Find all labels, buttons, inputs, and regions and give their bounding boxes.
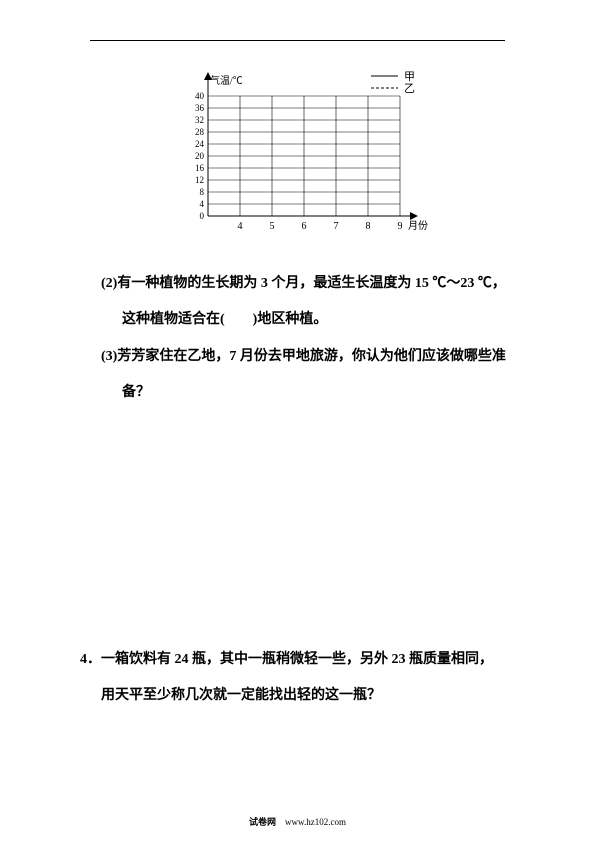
svg-text:8: 8 — [365, 221, 370, 232]
page-footer: 试卷网 www.hz102.com — [0, 815, 595, 828]
svg-text:12: 12 — [195, 175, 204, 185]
footer-url: www.hz102.com — [285, 817, 346, 827]
x-axis-arrow — [410, 212, 418, 220]
q4-line2: 用天平至少称几次就一定能找出轻的这一瓶？ — [80, 678, 515, 714]
temperature-chart: 甲 乙 气温/℃ — [168, 66, 428, 236]
q4-line1: 4．一箱饮料有 24 瓶，其中一瓶稍微轻一些，另外 23 瓶质量相同， — [80, 642, 515, 678]
axes — [204, 72, 418, 220]
svg-text:4: 4 — [199, 199, 204, 209]
svg-text:20: 20 — [195, 151, 205, 161]
y-axis-label: 气温/℃ — [210, 74, 243, 87]
legend-label-b: 乙 — [404, 82, 415, 95]
svg-text:7: 7 — [333, 221, 338, 232]
q3-line2: 备？ — [80, 375, 515, 411]
svg-text:40: 40 — [195, 91, 205, 101]
svg-text:36: 36 — [195, 103, 205, 113]
svg-text:6: 6 — [301, 221, 306, 232]
svg-text:8: 8 — [199, 187, 204, 197]
y-tick-labels: 0 4 8 12 16 20 24 28 32 36 40 — [195, 91, 205, 221]
svg-text:9: 9 — [397, 221, 402, 232]
svg-text:5: 5 — [269, 221, 274, 232]
svg-text:24: 24 — [195, 139, 205, 149]
x-tick-labels: 4 5 6 7 8 9 — [237, 221, 402, 232]
q2-line2: 这种植物适合在( )地区种植。 — [80, 302, 515, 338]
svg-text:4: 4 — [237, 221, 242, 232]
svg-text:28: 28 — [195, 127, 205, 137]
q2-line1: (2)有一种植物的生长期为 3 个月，最适生长温度为 15 ℃～23 ℃， — [80, 266, 515, 302]
x-axis-label: 月份 — [408, 220, 428, 232]
svg-text:0: 0 — [199, 211, 204, 221]
chart-svg: 甲 乙 气温/℃ — [168, 66, 428, 236]
footer-label: 试卷网 — [249, 817, 276, 827]
svg-text:16: 16 — [195, 163, 205, 173]
q3-line1: (3)芳芳家住在乙地，7 月份去甲地旅游，你认为他们应该做哪些准 — [80, 339, 515, 375]
legend-label-a: 甲 — [404, 71, 415, 83]
svg-text:32: 32 — [195, 115, 204, 125]
top-horizontal-rule — [90, 40, 505, 41]
legend: 甲 乙 — [371, 71, 415, 95]
